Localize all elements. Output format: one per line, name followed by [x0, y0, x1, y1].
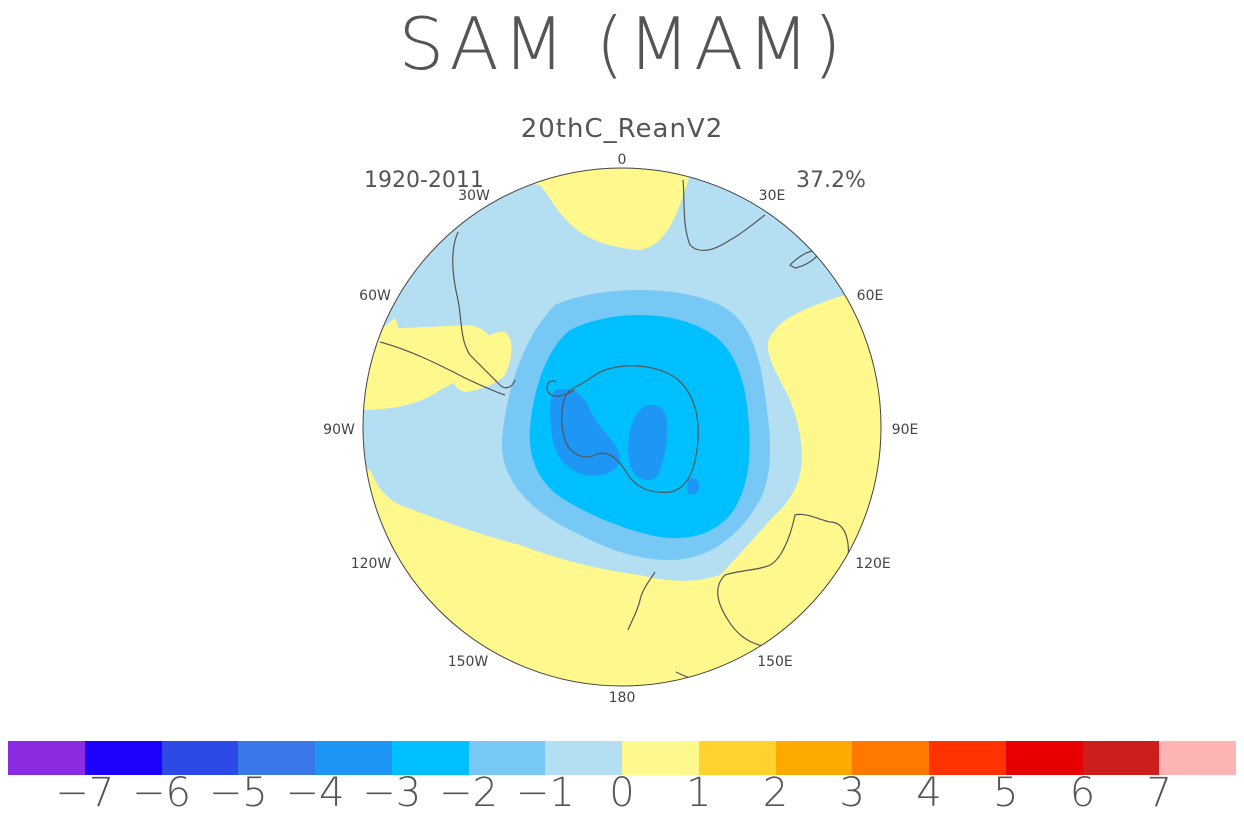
field-level-neg4-east-small [687, 477, 700, 495]
colorbar-tick-label: 4 [916, 770, 942, 816]
colorbar-cell [1159, 741, 1236, 775]
colorbar-tick-label: 6 [1069, 770, 1096, 816]
lon-label-0: 0 [617, 152, 627, 168]
colorbar-cell [315, 741, 392, 775]
colorbar-cell [84, 741, 162, 775]
colorbar-tick-label: 5 [993, 770, 1019, 816]
colorbar-cell [1005, 741, 1083, 775]
colorbar-cell [468, 741, 546, 775]
colorbar-tick-label: −2 [439, 770, 498, 816]
colorbar-tick-label: −1 [515, 770, 575, 816]
colorbar-tick-label: 3 [839, 770, 865, 816]
colorbar-cell [545, 741, 622, 775]
colorbar-tick-label: −6 [132, 770, 191, 816]
colorbar-cell [391, 741, 469, 775]
coastline-new-zealand [627, 571, 656, 631]
lon-label-120w: 120W [350, 556, 392, 572]
coastline-antarctica [561, 365, 699, 493]
coastline-africa [682, 179, 766, 252]
colorbar-tick-label: 0 [609, 770, 635, 816]
colorbar-tick-label: 7 [1146, 770, 1172, 816]
colorbar-cell [8, 741, 85, 775]
colorbar-tick-label: 2 [762, 770, 789, 816]
period-label: 1920-2011 [364, 168, 484, 193]
colorbar-tick-label: −7 [55, 770, 115, 816]
map-subtitle: 20thC_ReanV2 [520, 114, 724, 144]
colorbar-cell [852, 741, 929, 775]
colorbar-tick-label: −5 [208, 770, 268, 816]
colorbar-cell [161, 741, 239, 775]
colorbar-cell [1082, 741, 1160, 775]
lon-label-90e: 90E [891, 422, 919, 438]
lon-label-120e: 120E [855, 556, 891, 572]
lon-label-30e: 30E [758, 188, 786, 204]
coastline-south-america-pacific [379, 341, 506, 396]
colorbar-cell [929, 741, 1006, 775]
lon-label-180: 180 [608, 690, 636, 706]
lon-label-60w: 60W [359, 288, 391, 304]
lon-label-150w: 150W [447, 654, 489, 670]
colorbar-tick-label: −4 [285, 770, 345, 816]
lon-label-30w: 30W [458, 188, 490, 204]
coastline-australia [717, 513, 850, 647]
colorbar-cell [698, 741, 776, 775]
colorbar [8, 741, 1236, 775]
lon-label-150e: 150E [757, 654, 793, 670]
coastline-south-america [452, 231, 516, 389]
field-level-neg4-east [628, 404, 668, 481]
lon-label-60e: 60E [856, 288, 884, 304]
colorbar-cell [238, 741, 315, 775]
polar-map [362, 167, 882, 687]
colorbar-tick-labels: −7 −6 −5 −4 −3 −2 −1 0 1 2 3 4 5 6 7 [8, 770, 1236, 820]
colorbar-tick-label: −3 [362, 770, 422, 816]
explained-variance-label: 37.2% [796, 168, 866, 193]
map-boundary-circle [362, 167, 882, 687]
field-positive-patch [453, 331, 512, 392]
field-positive-patch-west [380, 318, 399, 345]
map-title: SAM (MAM) [398, 2, 846, 86]
colorbar-tick-label: 1 [686, 770, 712, 816]
coastlines [379, 179, 850, 681]
coastline-antarctic-peninsula [546, 380, 576, 397]
colorbar-cell [775, 741, 853, 775]
colorbar-cell [622, 741, 699, 775]
lon-label-90w: 90W [323, 422, 355, 438]
field-level-neg4-west [550, 388, 621, 476]
